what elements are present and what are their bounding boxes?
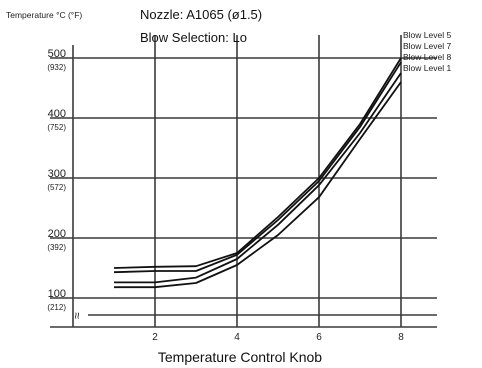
y-tick-label: 200 <box>48 228 66 240</box>
y-tick-sublabel: (212) <box>47 303 66 312</box>
x-tick-label: 4 <box>234 332 240 343</box>
axis-break-mark: ≈ <box>70 312 84 319</box>
chart-title-line-1: Nozzle: A1065 (ø1.5) <box>140 7 262 22</box>
x-tick-label: 2 <box>152 332 158 343</box>
y-tick-sublabel: (392) <box>47 243 66 252</box>
series-line <box>114 62 401 272</box>
chart-title-line-2: Blow Selection: Lo <box>140 30 247 45</box>
y-tick-label: 400 <box>48 108 66 120</box>
y-tick-label: 300 <box>48 168 66 180</box>
x-axis-title: Temperature Control Knob <box>158 349 322 365</box>
series-line <box>114 82 401 287</box>
x-tick-label: 6 <box>316 332 322 343</box>
y-tick-sublabel: (932) <box>47 63 66 72</box>
y-tick-label: 500 <box>48 48 66 60</box>
x-tick-label: 8 <box>398 332 404 343</box>
y-axis-title: Temperature °C (°F) <box>6 10 82 20</box>
series-layer <box>114 58 401 287</box>
series-label: Blow Level 5 <box>403 30 451 40</box>
grid-layer <box>50 35 437 327</box>
series-label: Blow Level 1 <box>403 63 451 73</box>
y-tick-sublabel: (572) <box>47 183 66 192</box>
series-label: Blow Level 7 <box>403 41 451 51</box>
y-tick-label: 100 <box>48 288 66 300</box>
series-label: Blow Level 8 <box>403 52 451 62</box>
y-tick-sublabel: (752) <box>47 123 66 132</box>
